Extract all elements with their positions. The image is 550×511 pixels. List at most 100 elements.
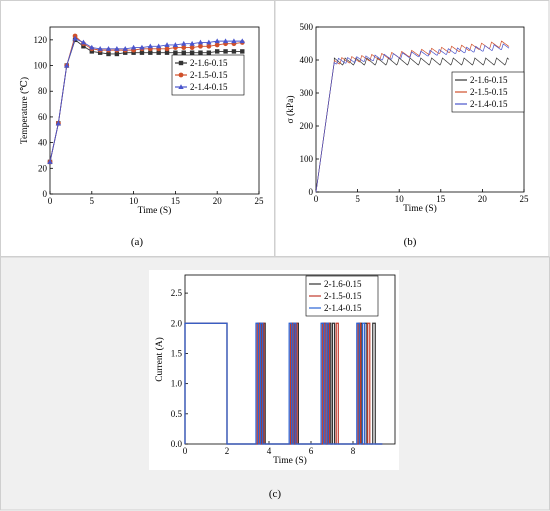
data-point [114,51,120,57]
data-point [239,38,245,44]
legend-entry: 2-1.5-0.15 [190,70,228,80]
data-point [164,46,170,52]
y-tick-label: 1.0 [171,379,183,389]
y-tick-label: 500 [300,22,314,32]
legend-entry: 2-1.5-0.15 [324,291,362,301]
x-tick-label: 20 [478,194,488,204]
x-tick-label: 5 [90,196,95,206]
legend-marker [178,72,184,78]
plot-frame [49,26,260,195]
data-point [130,44,137,50]
panel-label-c: (c) [269,488,282,500]
series-line [315,43,510,193]
y-tick-label: 0.5 [171,409,183,419]
x-tick-label: 15 [436,194,446,204]
data-point [122,46,128,51]
data-point [214,42,220,48]
stress-chart: 0 5 10 15 20 25 0 100 200 300 400 500 Time (S) σ (kPa… [285,22,529,214]
y-tick-label: 80 [38,86,48,96]
data-point [197,39,204,45]
data-point [240,49,245,54]
x-tick-label: 20 [213,196,223,206]
x-tick-label: 0 [48,196,53,206]
x-tick-label: 4 [267,446,272,456]
data-point [106,51,111,57]
x-tick-label: 2 [225,446,230,456]
y-axis-title: Temperature (℃) [19,77,30,144]
x-tick-label: 0 [314,194,319,204]
data-point [89,44,95,50]
x-tick-label: 15 [171,196,181,206]
panel-label-b: (b) [404,236,417,248]
data-point [147,43,154,49]
y-tick-label: 100 [300,154,314,164]
data-point [198,43,203,49]
legend-marker [178,60,184,66]
panel-label-a: (a) [131,236,144,248]
current-chart: 0 2 4 6 8 0.0 0.5 1.0 1.5 2.0 2.5 Time (S) Current (… [149,270,399,470]
data-point [97,50,103,55]
data-point [181,45,187,50]
y-tick-label: 200 [300,121,314,131]
x-tick-label: 10 [129,196,139,206]
legend-marker [178,84,184,89]
legend-entry: 2-1.6-0.15 [470,75,508,85]
data-point [89,49,94,54]
y-tick-label: 1.5 [171,348,183,358]
data-point [72,35,78,41]
series-line [184,322,383,445]
x-tick-label: 6 [309,446,314,456]
x-axis-title: Time (S) [403,203,437,214]
y-tick-label: 2.0 [171,318,183,328]
data-point [114,46,120,51]
legend-entry: 2-1.5-0.15 [470,87,508,97]
data-point [181,50,186,55]
data-point [80,39,87,45]
data-point [223,49,228,54]
data-point [173,50,178,55]
data-point [214,38,220,44]
y-tick-label: 400 [300,55,314,65]
x-tick-label: 10 [395,194,405,204]
series-line [315,57,510,193]
data-point [123,50,128,55]
data-point [215,49,220,54]
data-point [172,42,179,47]
legend-entry: 2-1.6-0.15 [324,279,362,289]
y-tick-label: 60 [38,112,48,122]
data-point [47,159,53,164]
x-axis-title: Time (S) [273,455,307,466]
data-point [97,46,103,51]
data-point [189,40,195,46]
data-point [206,39,212,45]
data-point [64,62,70,68]
x-axis-title: Time (S) [138,205,172,216]
data-point [81,44,86,49]
x-tick-label: 5 [355,194,360,204]
data-point [131,50,136,55]
y-tick-label: 0 [309,187,314,197]
data-point [55,120,62,126]
y-tick-label: 2.5 [171,288,183,298]
data-point [231,38,237,44]
y-tick-label: 100 [34,61,48,71]
data-point [164,50,170,55]
data-point [139,50,145,55]
y-axis-title: σ (kPa) [285,95,296,123]
data-point [164,42,170,47]
data-point [198,50,203,55]
x-tick-label: 0 [183,446,188,456]
y-tick-label: 40 [38,138,48,148]
panel-b-frame [274,0,550,257]
y-tick-label: 120 [34,35,48,45]
data-point [206,50,212,55]
legend-entry: 2-1.4-0.15 [324,303,362,313]
y-tick-label: 300 [300,88,314,98]
data-point [139,44,145,50]
x-tick-label: 8 [351,446,356,456]
legend-entry: 2-1.4-0.15 [470,99,508,109]
y-tick-label: 20 [38,163,48,173]
x-tick-label: 25 [520,194,530,204]
x-tick-label: 25 [255,196,265,206]
data-point [189,45,195,50]
